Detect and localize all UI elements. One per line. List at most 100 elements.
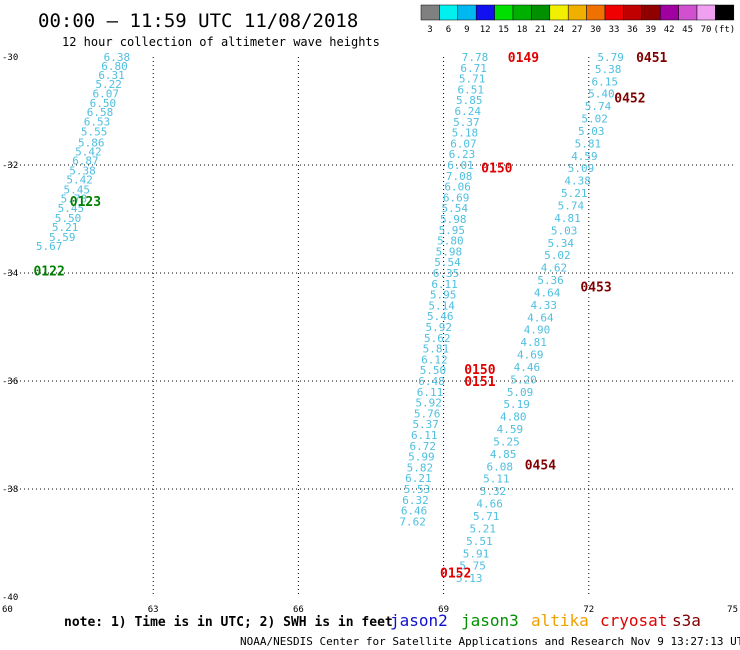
colorbar-label: 24 (553, 25, 564, 35)
wave-height-label: 5.03 (551, 224, 578, 237)
wave-height-label: 4.64 (527, 311, 554, 324)
colorbar-label: 21 (535, 25, 546, 35)
satellite-label: jason3 (461, 611, 519, 630)
wave-height-label: 5.02 (581, 113, 608, 126)
wave-height-label: 5.21 (561, 187, 588, 200)
wave-height-label: 4.46 (514, 361, 541, 374)
wave-height-label: 5.51 (466, 535, 493, 548)
color-swatch (512, 4, 532, 21)
wave-height-label: 5.14 (428, 299, 455, 312)
x-tick-label: 66 (293, 605, 304, 615)
wave-height-label: 5.03 (578, 125, 605, 138)
y-tick-label: -30 (2, 53, 18, 63)
wave-height-label: 5.53 (404, 483, 431, 496)
wave-height-label: 5.20 (510, 373, 537, 386)
colorbar-label: 33 (609, 25, 620, 35)
y-tick-label: -32 (2, 161, 18, 171)
wave-height-label: 6.80 (101, 60, 128, 73)
wave-height-label: 6.38 (104, 51, 131, 64)
satellite-label: jason2 (390, 611, 448, 630)
wave-height-label: 6.48 (418, 375, 445, 388)
wave-height-label: 6.15 (592, 75, 619, 88)
wave-height-label: 4.81 (520, 336, 547, 349)
footer-note: note: 1) Time is in UTC; 2) SWH is in fe… (64, 615, 393, 630)
wave-height-label: 4.85 (490, 448, 517, 461)
wave-height-label: 6.87 (72, 155, 99, 168)
wave-height-label: 5.42 (75, 146, 102, 159)
wave-height-label: 5.71 (459, 73, 486, 86)
wave-height-label: 5.13 (456, 572, 483, 585)
wave-height-label: 5.78 (61, 192, 88, 205)
time-annotation: 0150 (481, 162, 512, 177)
wave-height-label: 5.11 (483, 473, 510, 486)
x-tick-label: 69 (438, 605, 449, 615)
wave-height-label: 5.37 (453, 116, 480, 129)
wave-height-label: 5.81 (575, 137, 602, 150)
colorbar-label: 39 (645, 25, 656, 35)
wave-height-label: 6.11 (431, 278, 458, 291)
wave-height-label: 5.22 (95, 78, 122, 91)
wave-height-label: 4.59 (497, 423, 524, 436)
color-swatch (623, 4, 643, 21)
wave-height-label: 6.12 (421, 353, 448, 366)
wave-height-label: 5.85 (456, 94, 483, 107)
wave-height-label: 6.50 (90, 97, 117, 110)
time-annotation: 0149 (508, 51, 539, 66)
colorbar-label: 30 (590, 25, 601, 35)
colorbar-label: 15 (498, 25, 509, 35)
color-swatch (715, 4, 735, 21)
plot-area: 60 63 66 69 72 75-30-32-34-36-38-406.386.806.… (2, 51, 738, 615)
wave-height-label: 5.82 (407, 461, 434, 474)
wave-height-label: 5.37 (412, 418, 439, 431)
x-tick-label: 63 (148, 605, 159, 615)
wave-height-label: 6.07 (93, 88, 120, 101)
wave-height-label: 5.76 (414, 407, 441, 420)
wave-height-label: 5.02 (544, 249, 571, 262)
colorbar-label: 3 (427, 25, 432, 35)
color-swatch (567, 4, 587, 21)
time-annotation: 0122 (33, 264, 64, 279)
wave-height-label: 5.45 (63, 183, 90, 196)
wave-height-label: 5.81 (423, 343, 450, 356)
color-legend: 3 6 9 12 15 18 21 24 27 30 33 36 39 42 45 70 (ft) (420, 4, 735, 35)
time-annotation: 0150 (464, 363, 495, 378)
wave-height-label: 5.32 (480, 485, 507, 498)
color-swatch (439, 4, 459, 21)
wave-height-label: 5.25 (493, 435, 520, 448)
time-annotation: 0451 (636, 51, 667, 66)
colorbar-label: 42 (664, 25, 675, 35)
wave-height-label: 5.62 (424, 332, 451, 345)
wave-height-label: 5.79 (597, 51, 624, 64)
wave-height-label: 6.53 (84, 115, 111, 128)
wave-height-label: 5.36 (537, 274, 564, 287)
wave-height-label: 5.95 (439, 224, 466, 237)
footer-credit: NOAA/NESDIS Center for Satellite Applica… (240, 635, 740, 648)
color-swatch (641, 4, 661, 21)
wave-height-label: 6.69 (443, 191, 470, 204)
satellite-label: altika (531, 611, 589, 630)
wave-height-label: 5.38 (595, 63, 622, 76)
time-annotation: 0454 (525, 459, 556, 474)
wave-height-label: 5.38 (69, 164, 96, 177)
color-swatch (420, 4, 440, 21)
colorbar-label: 36 (627, 25, 638, 35)
wave-height-label: 6.08 (486, 460, 513, 473)
wave-height-label: 6.07 (450, 137, 477, 150)
wave-height-label: 5.50 (420, 364, 447, 377)
wave-height-label: 5.09 (507, 386, 534, 399)
chart-title: 00:00 – 11:59 UTC 11/08/2018 (38, 10, 358, 32)
wave-height-label: 5.42 (66, 174, 93, 187)
x-tick-label: 60 (2, 605, 13, 615)
wave-height-label: 6.71 (460, 62, 487, 75)
color-swatch (696, 4, 716, 21)
colorbar-label: 27 (572, 25, 583, 35)
y-tick-label: -36 (2, 377, 18, 387)
wave-height-label: 5.45 (58, 202, 85, 215)
colorbar-label: 6 (446, 25, 451, 35)
chart-subtitle: 12 hour collection of altimeter wave hei… (62, 35, 380, 49)
wave-height-label: 5.80 (437, 235, 464, 248)
wave-height-label: 6.11 (411, 429, 438, 442)
y-tick-label: -34 (2, 269, 18, 279)
wave-height-label: 4.69 (517, 349, 544, 362)
